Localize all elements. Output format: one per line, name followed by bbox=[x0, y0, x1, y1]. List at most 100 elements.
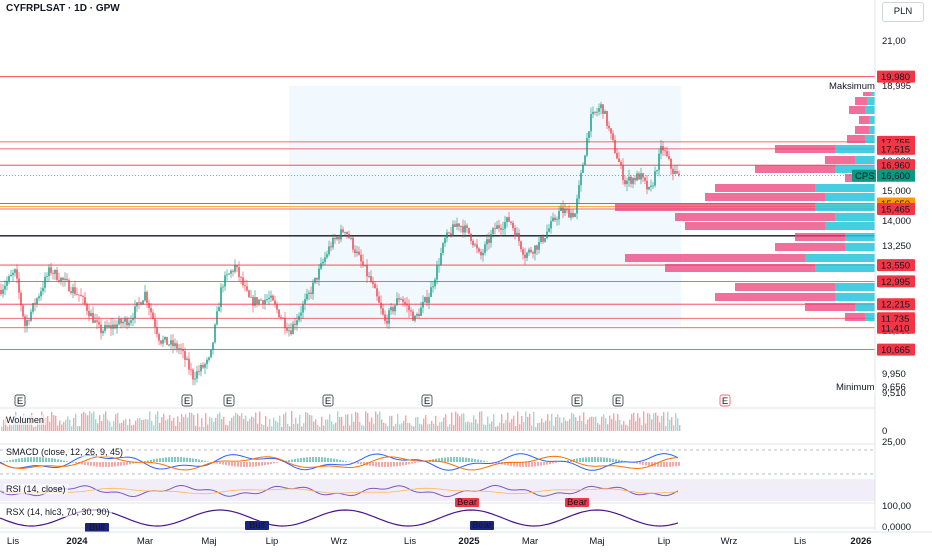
volume-bar bbox=[531, 425, 532, 431]
volume-bar bbox=[375, 411, 376, 431]
candle-body bbox=[532, 252, 533, 254]
currency-button[interactable]: PLN bbox=[882, 2, 924, 22]
candle-body bbox=[90, 313, 91, 316]
time-axis-label: 2026 bbox=[850, 536, 871, 547]
smacd-histogram-bar bbox=[333, 459, 335, 462]
candle-body bbox=[500, 228, 501, 230]
volume-bar bbox=[441, 422, 442, 431]
candle-body bbox=[382, 308, 383, 314]
smacd-histogram-bar bbox=[156, 459, 158, 462]
volume-profile-bar bbox=[867, 97, 875, 105]
candle-body bbox=[312, 283, 313, 294]
candle-body bbox=[414, 316, 415, 321]
time-axis-label: Maj bbox=[589, 536, 604, 547]
candle-body bbox=[534, 245, 535, 253]
level-price-label: 10,665 bbox=[881, 345, 910, 356]
smacd-histogram-bar bbox=[663, 462, 665, 467]
volume-profile-bar bbox=[835, 213, 875, 221]
candle-body bbox=[166, 337, 167, 345]
smacd-histogram-bar bbox=[231, 462, 233, 466]
volume-bar bbox=[283, 414, 284, 431]
candle-body bbox=[210, 350, 211, 358]
candle-body bbox=[256, 297, 257, 304]
candle-body bbox=[32, 303, 33, 312]
volume-bar bbox=[673, 425, 674, 431]
candle-body bbox=[232, 271, 233, 272]
smacd-histogram-bar bbox=[600, 457, 602, 462]
volume-bar bbox=[161, 417, 162, 431]
volume-bar bbox=[225, 425, 226, 431]
candle-body bbox=[356, 252, 357, 253]
earnings-marker-label: E bbox=[615, 396, 621, 407]
candle-body bbox=[664, 151, 665, 152]
smacd-histogram-bar bbox=[486, 461, 488, 462]
candle-body bbox=[494, 228, 495, 229]
symbol-title[interactable]: CYFRPLSAT · 1D · GPW bbox=[6, 3, 120, 14]
smacd-histogram-bar bbox=[165, 457, 167, 462]
candle-body bbox=[502, 229, 503, 230]
candle-body bbox=[394, 305, 395, 311]
volume-bar bbox=[297, 424, 298, 431]
volume-bar bbox=[475, 419, 476, 431]
smacd-histogram-bar bbox=[615, 459, 617, 462]
earnings-marker-label: E bbox=[424, 396, 430, 407]
candle-body bbox=[208, 357, 209, 359]
candle-body bbox=[434, 280, 435, 287]
candle-body bbox=[656, 170, 657, 171]
candle-body bbox=[458, 224, 459, 227]
volume-bar bbox=[369, 422, 370, 431]
candle-body bbox=[572, 213, 573, 217]
candle-body bbox=[540, 237, 541, 242]
volume-bar bbox=[93, 411, 94, 431]
volume-bar bbox=[501, 414, 502, 431]
smacd-histogram-bar bbox=[324, 457, 326, 462]
candle-body bbox=[476, 244, 477, 248]
volume-bar bbox=[631, 414, 632, 431]
candle-body bbox=[420, 307, 421, 315]
volume-bar bbox=[601, 417, 602, 431]
volume-bar bbox=[433, 424, 434, 431]
maximum-label: Maksimum bbox=[829, 81, 875, 92]
smacd-histogram-bar bbox=[603, 457, 605, 462]
candle-body bbox=[0, 290, 1, 294]
candle-body bbox=[518, 233, 519, 241]
volume-bar bbox=[55, 416, 56, 431]
volume-bar bbox=[133, 425, 134, 431]
candle-body bbox=[452, 224, 453, 235]
volume-bar bbox=[661, 416, 662, 431]
price-tick-label: 21,00 bbox=[882, 36, 906, 47]
rsx-pane-title[interactable]: RSX (14, hlc3, 70, 30, 90) bbox=[4, 507, 112, 517]
volume-bar bbox=[519, 424, 520, 431]
smacd-histogram-bar bbox=[216, 462, 218, 463]
rsi-pane-title[interactable]: RSI (14, close) bbox=[4, 484, 68, 494]
volume-bar bbox=[199, 427, 200, 431]
candle-body bbox=[354, 250, 355, 253]
smacd-histogram-bar bbox=[228, 462, 230, 466]
candle-body bbox=[6, 281, 7, 286]
price-tick-label: 15,000 bbox=[882, 186, 911, 197]
volume-pane-title[interactable]: Wolumen bbox=[4, 415, 46, 425]
volume-bar bbox=[473, 415, 474, 431]
volume-bar bbox=[609, 416, 610, 431]
volume-bar bbox=[621, 425, 622, 431]
volume-bar bbox=[529, 414, 530, 431]
candle-body bbox=[624, 180, 625, 184]
volume-bar bbox=[397, 414, 398, 431]
volume-bar bbox=[173, 418, 174, 431]
volume-bar bbox=[73, 418, 74, 431]
smacd-pane-title[interactable]: SMACD (close, 12, 26, 9, 45) bbox=[4, 447, 125, 457]
smacd-histogram-bar bbox=[678, 462, 680, 466]
smacd-histogram-bar bbox=[525, 462, 527, 467]
volume-bar bbox=[485, 425, 486, 431]
smacd-histogram-bar bbox=[75, 462, 77, 463]
smacd-histogram-bar bbox=[18, 458, 20, 462]
candle-body bbox=[410, 310, 411, 311]
candle-body bbox=[120, 319, 121, 323]
volume-bar bbox=[539, 423, 540, 431]
volume-bar bbox=[513, 416, 514, 431]
smacd-histogram-bar bbox=[477, 459, 479, 462]
volume-profile-bar bbox=[775, 243, 845, 251]
smacd-histogram-bar bbox=[474, 459, 476, 462]
